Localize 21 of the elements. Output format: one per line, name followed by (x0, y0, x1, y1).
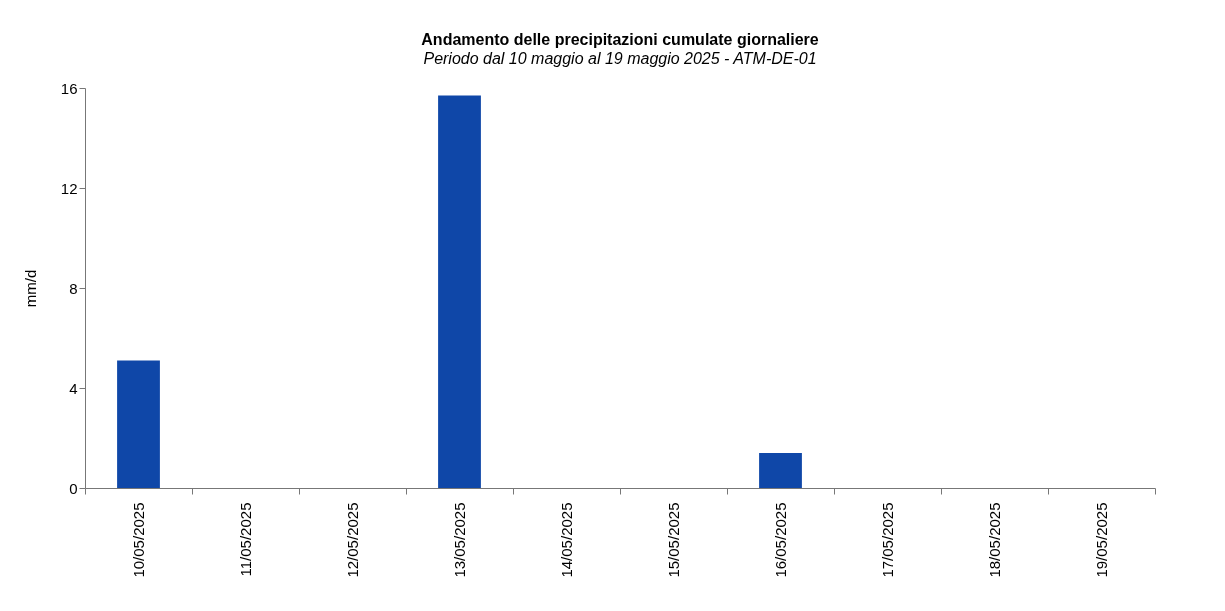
x-tick-label: 16/05/2025 (772, 502, 789, 578)
x-tick-label: 12/05/2025 (344, 502, 361, 578)
x-tick-label: 14/05/2025 (558, 502, 575, 578)
bar (759, 453, 802, 488)
x-tick-label: 15/05/2025 (665, 502, 682, 578)
y-tick-label: 0 (69, 479, 78, 497)
x-tick-label: 11/05/2025 (237, 502, 254, 577)
bar (117, 360, 160, 488)
bar (438, 95, 481, 488)
x-tick-label: 10/05/2025 (130, 502, 147, 578)
y-tick-label: 12 (60, 179, 78, 197)
x-tick-label: 19/05/2025 (1093, 502, 1110, 578)
x-tick-label: 18/05/2025 (986, 502, 1003, 578)
x-tick-label: 13/05/2025 (451, 502, 468, 578)
y-tick-label: 4 (69, 379, 78, 397)
y-tick-label: 16 (60, 79, 78, 97)
y-axis-title: mm/d (21, 269, 39, 308)
x-tick-label: 17/05/2025 (879, 502, 896, 578)
chart-title: Andamento delle precipitazioni cumulate giornaliere (421, 31, 819, 48)
y-tick-label: 8 (69, 279, 78, 297)
chart-subtitle: Periodo dal 10 maggio al 19 maggio 2025 - ATM-DE-01 (423, 50, 817, 67)
